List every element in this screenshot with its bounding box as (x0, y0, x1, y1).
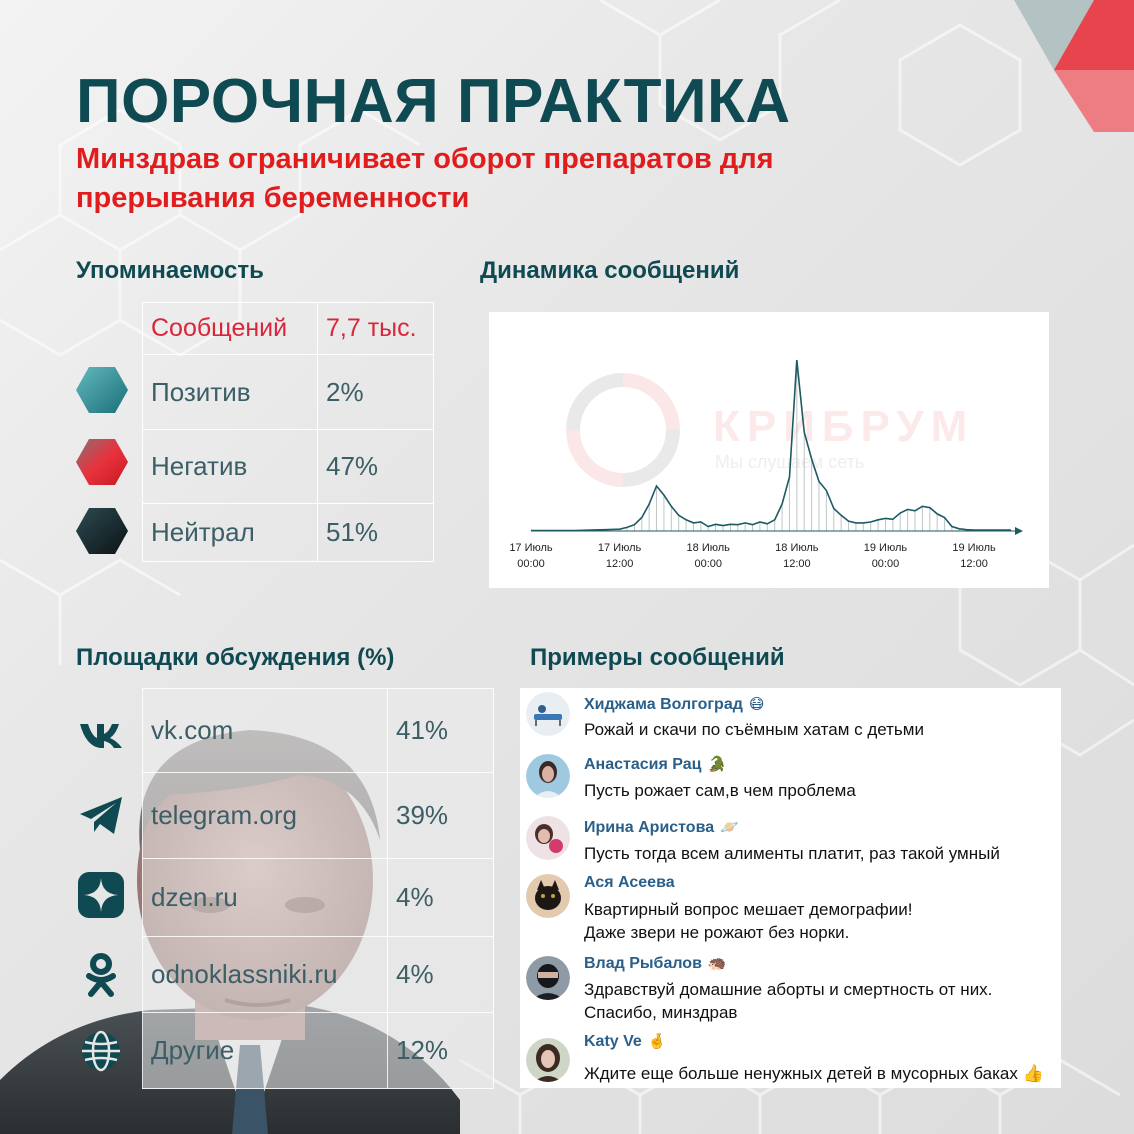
mentions-table: Сообщений 7,7 тыс. Позитив 2% Негатив 47… (142, 302, 434, 562)
chart-x-tick-label: 19 Июль 12:00 (952, 542, 996, 570)
comment-text: Пусть тогда всем алименты платит, раз та… (584, 844, 1000, 863)
platform-label: dzen.ru (142, 858, 388, 937)
sentiment-value: 47% (317, 429, 434, 504)
avatar (526, 956, 570, 1000)
comment-text: Пусть рожает сам,в чем проблема (584, 781, 856, 800)
platform-label: odnoklassniki.ru (142, 936, 388, 1013)
red-hexagon-icon (76, 439, 128, 485)
corner-hexagon-decoration (1014, 0, 1134, 132)
examples-heading: Примеры сообщений (530, 644, 785, 671)
mentions-row: Негатив 47% (142, 429, 434, 504)
comments-list: Хиджама Волгоград 😷 Рожай и скачи по съём… (520, 688, 1061, 1088)
watermark-brand: КРИБРУМ (713, 402, 975, 451)
dynamics-heading: Динамика сообщений (480, 257, 740, 284)
total-value: 7,7 тыс. (317, 302, 434, 355)
comment-author-emoji: 😷 (748, 696, 765, 713)
comment-author-name: Хиджама Волгоград (584, 696, 743, 713)
platform-value: 4% (387, 858, 494, 937)
avatar (526, 754, 570, 798)
comment-author[interactable]: Ася Асеева (584, 874, 681, 892)
comment-author-emoji: 🦔 (707, 955, 727, 972)
mentions-row: Нейтрал 51% (142, 503, 434, 562)
comment-text: Здравствуй домашние аборты и смертность … (584, 980, 993, 1022)
sentiment-value: 51% (317, 503, 434, 562)
comment-author-emoji: 🤞 (647, 1033, 667, 1050)
comment-author[interactable]: Katy Ve 🤞 (584, 1032, 667, 1051)
avatar (526, 874, 570, 918)
platform-value: 39% (387, 772, 494, 859)
sentiment-label: Позитив (142, 354, 318, 430)
comment-author-name: Katy Ve (584, 1033, 642, 1050)
platform-value: 12% (387, 1012, 494, 1089)
chart-plot (530, 359, 1023, 535)
sentiment-label: Негатив (142, 429, 318, 504)
avatar (526, 692, 570, 736)
platform-label: Другие (142, 1012, 388, 1089)
comment-author[interactable]: Ирина Аристова 🪐 (584, 818, 739, 837)
messages-chart: КРИБРУМ Мы слушаем сеть 17 Июль 00:00 17 … (489, 312, 1049, 588)
comment-author-emoji: 🪐 (720, 819, 739, 836)
dzen-icon (78, 872, 124, 918)
vk-icon (80, 724, 122, 748)
mentions-total-row: Сообщений 7,7 тыс. (142, 302, 434, 355)
chart-x-tick-label: 18 Июль 12:00 (775, 542, 819, 570)
platform-label: telegram.org (142, 772, 388, 859)
chart-x-tick-label: 18 Июль 00:00 (686, 542, 730, 570)
comment-author-name: Ася Асеева (584, 874, 675, 891)
kribrum-logo-icon (566, 373, 680, 487)
platforms-table: vk.com 41% telegram.org 39% dzen.ru 4% o… (142, 688, 494, 1089)
platform-label: vk.com (142, 688, 388, 773)
comment-author-emoji: 🐊 (707, 756, 727, 773)
chart-series-line (531, 359, 1011, 532)
sentiment-value: 2% (317, 354, 434, 430)
platform-row: vk.com 41% (142, 688, 494, 773)
platform-value: 41% (387, 688, 494, 773)
mentions-heading: Упоминаемость (76, 257, 264, 284)
page-subtitle: Минздрав ограничивает оборот препаратов … (76, 143, 774, 214)
chart-x-tick-label: 19 Июль 00:00 (863, 542, 908, 570)
comment-author[interactable]: Анастасия Рац 🐊 (584, 755, 726, 774)
telegram-icon (80, 797, 122, 834)
platform-row: odnoklassniki.ru 4% (142, 936, 494, 1013)
comment-text: Ждите еще больше ненужных детей в мусорн… (584, 1064, 1044, 1083)
comment-author[interactable]: Влад Рыбалов 🦔 (584, 954, 727, 973)
dark-hexagon-icon (76, 508, 128, 554)
comment-text: Квартирный вопрос мешает демографии! Даж… (584, 900, 913, 942)
platform-row: telegram.org 39% (142, 772, 494, 859)
platform-value: 4% (387, 936, 494, 1013)
platform-row: Другие 12% (142, 1012, 494, 1089)
platform-row: dzen.ru 4% (142, 858, 494, 937)
globe-icon (82, 1030, 120, 1072)
mentions-row: Позитив 2% (142, 354, 434, 430)
chart-x-tick-label: 17 Июль 12:00 (597, 542, 642, 570)
comment-author-name: Влад Рыбалов (584, 955, 702, 972)
avatar (526, 816, 570, 860)
teal-hexagon-icon (76, 367, 128, 413)
comment-author-name: Ирина Аристова (584, 819, 715, 836)
avatar (526, 1038, 570, 1082)
comment-author-name: Анастасия Рац (584, 756, 702, 773)
comment-author[interactable]: Хиджама Волгоград 😷 (584, 695, 765, 714)
sentiment-label: Нейтрал (142, 503, 318, 562)
page-title: ПОРОЧНАЯ ПРАКТИКА (76, 67, 791, 136)
platforms-heading: Площадки обсуждения (%) (76, 644, 395, 671)
odnoklassniki-icon (86, 953, 116, 997)
comment-text: Рожай и скачи по съёмным хатам с детьми (584, 720, 924, 739)
total-label: Сообщений (142, 302, 318, 355)
chart-x-tick-label: 17 Июль 00:00 (509, 542, 553, 570)
chart-axis-arrow (1015, 527, 1023, 535)
